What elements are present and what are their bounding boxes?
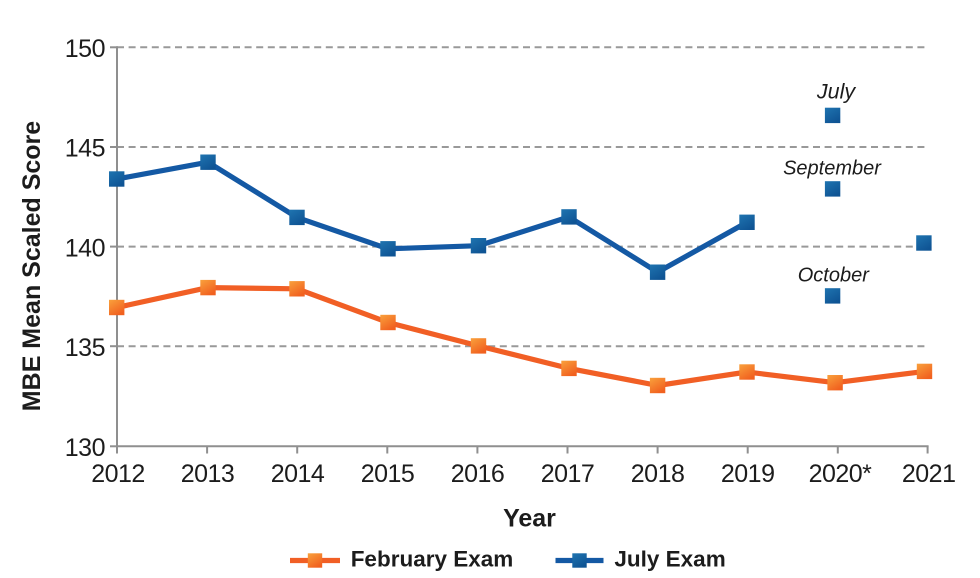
svg-text:2021: 2021 bbox=[902, 460, 956, 488]
svg-text:2012: 2012 bbox=[91, 460, 145, 488]
svg-text:2018: 2018 bbox=[631, 460, 685, 488]
svg-text:2017: 2017 bbox=[541, 460, 595, 488]
svg-text:145: 145 bbox=[65, 135, 105, 163]
svg-text:September: September bbox=[783, 158, 882, 180]
svg-text:2016: 2016 bbox=[451, 460, 505, 488]
svg-text:2020*: 2020* bbox=[809, 460, 873, 488]
svg-text:2019: 2019 bbox=[721, 460, 775, 488]
svg-text:2013: 2013 bbox=[181, 460, 235, 488]
svg-text:October: October bbox=[798, 265, 870, 287]
svg-text:150: 150 bbox=[65, 35, 105, 63]
svg-text:130: 130 bbox=[65, 434, 105, 462]
svg-text:MBE Mean Scaled Score: MBE Mean Scaled Score bbox=[18, 121, 46, 411]
svg-text:140: 140 bbox=[65, 234, 105, 262]
svg-text:February Exam: February Exam bbox=[351, 546, 514, 571]
svg-text:2014: 2014 bbox=[271, 460, 325, 488]
svg-text:Year: Year bbox=[503, 505, 556, 533]
svg-text:2015: 2015 bbox=[361, 460, 415, 488]
svg-text:July: July bbox=[816, 79, 856, 103]
svg-text:July Exam: July Exam bbox=[614, 546, 725, 571]
svg-text:135: 135 bbox=[65, 334, 105, 362]
